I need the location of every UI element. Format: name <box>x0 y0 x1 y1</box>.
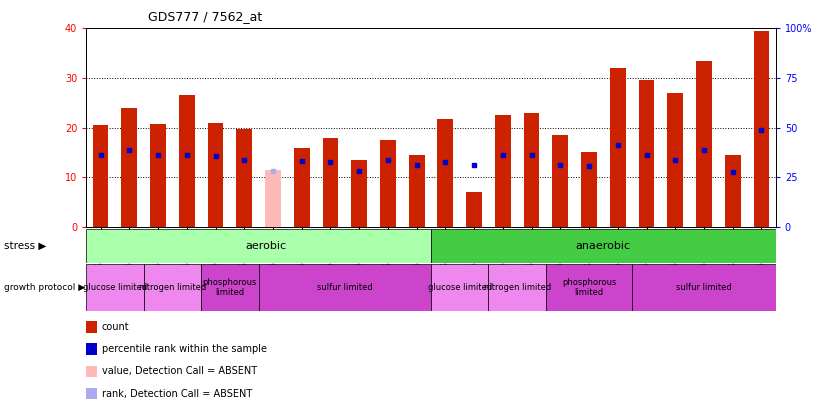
Bar <box>93 125 108 227</box>
Bar <box>86 229 431 263</box>
Bar <box>754 31 769 227</box>
Bar <box>86 264 144 311</box>
Bar <box>294 148 310 227</box>
Text: rank, Detection Call = ABSENT: rank, Detection Call = ABSENT <box>102 389 252 399</box>
Bar <box>265 170 281 227</box>
Bar <box>488 264 546 311</box>
Bar <box>431 264 488 311</box>
Text: nitrogen limited: nitrogen limited <box>484 283 551 292</box>
Bar <box>667 93 683 227</box>
Bar <box>546 264 632 311</box>
Bar <box>581 152 597 227</box>
Bar <box>409 155 424 227</box>
Bar <box>208 123 223 227</box>
Text: glucose limited: glucose limited <box>428 283 492 292</box>
Bar <box>524 113 539 227</box>
Text: value, Detection Call = ABSENT: value, Detection Call = ABSENT <box>102 367 257 376</box>
Text: percentile rank within the sample: percentile rank within the sample <box>102 344 267 354</box>
Bar <box>632 264 776 311</box>
Bar <box>259 264 431 311</box>
Bar <box>466 192 482 227</box>
Text: sulfur limited: sulfur limited <box>317 283 373 292</box>
Bar <box>236 128 252 227</box>
Bar <box>351 160 367 227</box>
Bar <box>438 119 453 227</box>
Text: nitrogen limited: nitrogen limited <box>139 283 206 292</box>
Text: phosphorous
limited: phosphorous limited <box>562 278 617 297</box>
Bar <box>553 135 568 227</box>
Text: count: count <box>102 322 130 332</box>
Text: stress ▶: stress ▶ <box>4 241 47 251</box>
Bar <box>639 81 654 227</box>
Bar <box>380 140 396 227</box>
Text: sulfur limited: sulfur limited <box>677 283 732 292</box>
Text: glucose limited: glucose limited <box>83 283 147 292</box>
Bar <box>122 108 137 227</box>
Bar <box>150 124 166 227</box>
Bar <box>144 264 201 311</box>
Text: growth protocol ▶: growth protocol ▶ <box>4 283 85 292</box>
Bar <box>495 115 511 227</box>
Bar <box>323 139 338 227</box>
Bar <box>696 61 712 227</box>
Text: phosphorous
limited: phosphorous limited <box>203 278 257 297</box>
Bar <box>179 95 195 227</box>
Text: anaerobic: anaerobic <box>576 241 631 251</box>
Bar <box>201 264 259 311</box>
Text: aerobic: aerobic <box>245 241 287 251</box>
Bar <box>610 68 626 227</box>
Bar <box>431 229 776 263</box>
Bar <box>725 155 741 227</box>
Text: GDS777 / 7562_at: GDS777 / 7562_at <box>148 10 262 23</box>
